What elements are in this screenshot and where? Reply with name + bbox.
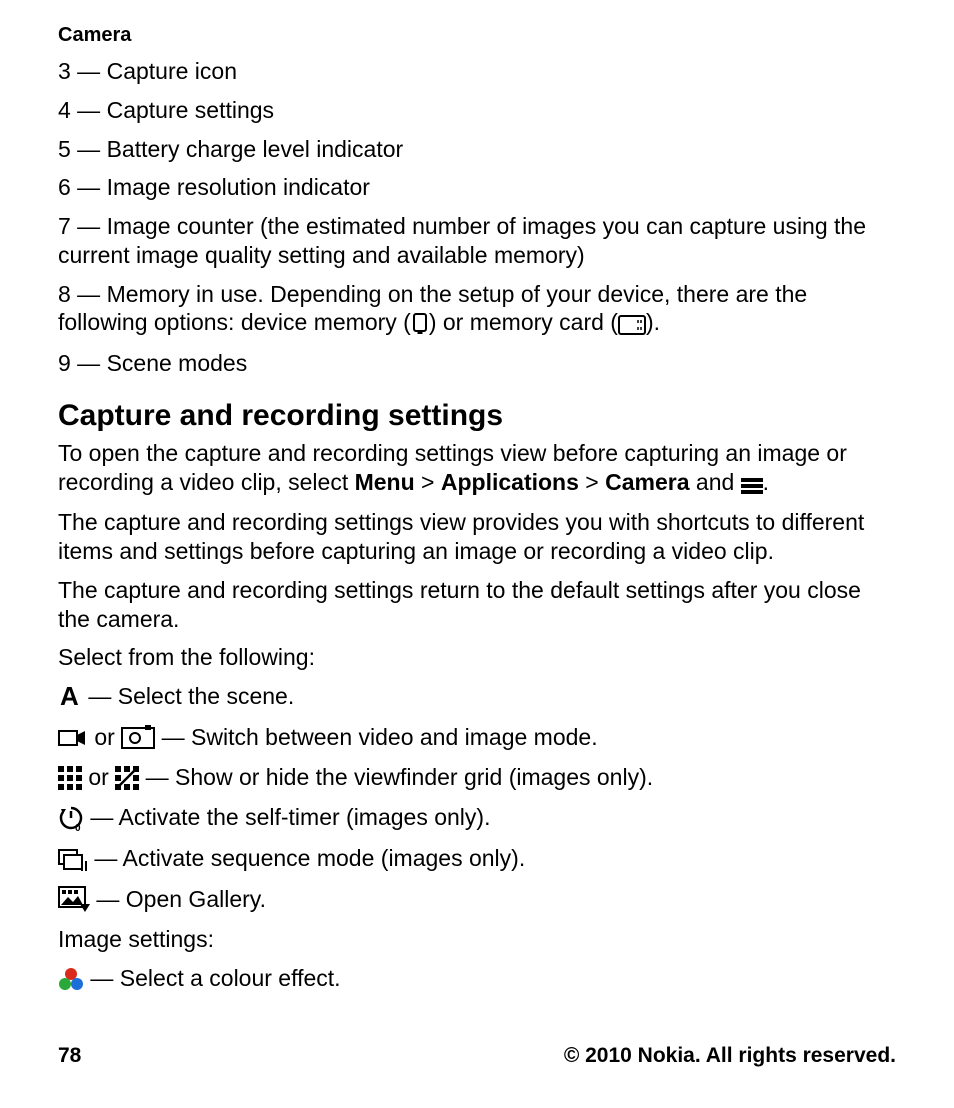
legend-item-4: 4 — Capture settings <box>58 96 896 125</box>
option-text: — Activate the self-timer (images only). <box>84 804 490 830</box>
legend-item-9: 9 — Scene modes <box>58 349 896 378</box>
manual-page: Camera 3 — Capture icon 4 — Capture sett… <box>0 0 954 1108</box>
paragraph-2: The capture and recording settings view … <box>58 508 896 566</box>
legend-text: Battery charge level indicator <box>107 136 404 162</box>
intro-text-c: . <box>763 469 769 495</box>
memory-card-icon <box>618 310 646 339</box>
sequence-icon <box>58 846 88 875</box>
paragraph-4: Select from the following: <box>58 643 896 672</box>
legend-num: 5 <box>58 136 71 162</box>
gallery-icon <box>58 886 90 916</box>
menu-sep: > <box>579 469 605 495</box>
menu-sep: > <box>415 469 441 495</box>
legend-item-8: 8 — Memory in use. Depending on the setu… <box>58 280 896 339</box>
legend-num: 7 <box>58 213 71 239</box>
or-text: or <box>88 724 121 750</box>
option-scene: A — Select the scene. <box>58 682 896 713</box>
selftimer-icon: 0 <box>58 805 84 835</box>
legend-item-3: 3 — Capture icon <box>58 57 896 86</box>
legend-item-6: 6 — Image resolution indicator <box>58 173 896 202</box>
device-memory-icon <box>411 310 429 339</box>
legend-num: 3 <box>58 58 71 84</box>
section-heading: Capture and recording settings <box>58 399 896 433</box>
option-text: — Select a colour effect. <box>84 965 341 991</box>
option-colour-effect: — Select a colour effect. <box>58 964 896 994</box>
legend-num: 4 <box>58 97 71 123</box>
legend-text: Capture settings <box>107 97 274 123</box>
legend-text: Image resolution indicator <box>107 174 370 200</box>
menu-path-menu: Menu <box>355 469 415 495</box>
legend-post: ). <box>646 309 660 335</box>
page-number: 78 <box>58 1044 81 1068</box>
menu-path-camera: Camera <box>605 469 689 495</box>
image-settings-label: Image settings: <box>58 925 896 954</box>
legend-num: 8 <box>58 281 71 307</box>
grid-on-icon <box>58 765 82 794</box>
paragraph-3: The capture and recording settings retur… <box>58 576 896 634</box>
option-text: — Select the scene. <box>82 683 294 709</box>
svg-text:0: 0 <box>75 823 81 831</box>
legend-num: 9 <box>58 350 71 376</box>
intro-paragraph: To open the capture and recording settin… <box>58 439 896 498</box>
grid-off-icon <box>115 765 139 794</box>
image-mode-icon <box>121 724 155 753</box>
option-gallery: — Open Gallery. <box>58 885 896 916</box>
legend-text: Image counter (the estimated number of i… <box>58 213 866 268</box>
option-selftimer: 0 — Activate the self-timer (images only… <box>58 803 896 834</box>
legend-item-7: 7 — Image counter (the estimated number … <box>58 212 896 270</box>
svg-text:A: A <box>60 683 79 709</box>
scene-a-icon: A <box>58 683 82 713</box>
legend-num: 6 <box>58 174 71 200</box>
legend-item-5: 5 — Battery charge level indicator <box>58 135 896 164</box>
page-header: Camera <box>58 24 896 47</box>
colour-effect-icon <box>58 966 84 995</box>
option-text: — Activate sequence mode (images only). <box>88 845 525 871</box>
or-text: or <box>82 764 115 790</box>
option-text: — Show or hide the viewfinder grid (imag… <box>139 764 653 790</box>
option-text: — Switch between video and image mode. <box>155 724 597 750</box>
copyright: © 2010 Nokia. All rights reserved. <box>564 1044 896 1068</box>
page-footer: 78 © 2010 Nokia. All rights reserved. <box>58 1044 896 1068</box>
menu-path-applications: Applications <box>441 469 579 495</box>
legend-mid: ) or memory card ( <box>429 309 618 335</box>
legend-text: Capture icon <box>107 58 237 84</box>
option-text: — Open Gallery. <box>90 886 266 912</box>
option-sequence: — Activate sequence mode (images only). <box>58 844 896 874</box>
option-switch-mode: or — Switch between video and image mode… <box>58 723 896 753</box>
intro-text-b: and <box>690 469 741 495</box>
legend-text: Scene modes <box>107 350 248 376</box>
video-mode-icon <box>58 724 88 753</box>
option-grid: or — Show or hide the viewfinder grid (i… <box>58 763 896 793</box>
hamburger-icon <box>741 470 763 499</box>
